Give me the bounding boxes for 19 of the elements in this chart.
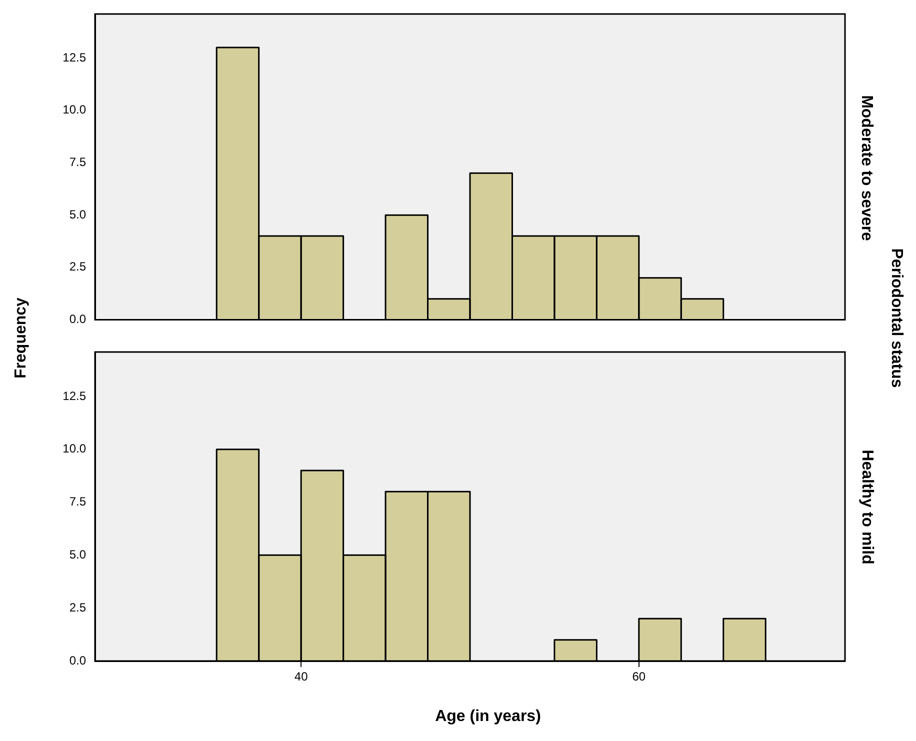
y-tick-label: 2.5 <box>69 600 86 614</box>
y-tick-label: 0.0 <box>69 312 86 326</box>
x-tick-label: 60 <box>632 670 646 684</box>
y-tick-label: 7.5 <box>69 155 86 170</box>
y2-axis-title: Moderate to severe <box>856 94 875 240</box>
y-axis-title: Frequency <box>12 298 30 378</box>
y-tick-label: 10.0 <box>62 102 86 117</box>
x-axis-title: Age (in years) <box>434 708 542 726</box>
x-tick-label: 40 <box>294 670 308 684</box>
y-tick-label: 10.0 <box>62 442 86 456</box>
y-tick-label: 5.0 <box>69 547 86 562</box>
y-tick-label: 2.5 <box>69 260 86 274</box>
y-tick-label: 5.0 <box>69 207 86 222</box>
y2-axis-title: Healthy to mild <box>856 449 875 564</box>
y-tick-label: 12.5 <box>62 388 86 403</box>
text: Periodontal status <box>886 248 905 388</box>
y-tick-label: 12.5 <box>62 50 86 64</box>
y-tick-label: 7.5 <box>69 494 86 509</box>
y-tick-label: 0.0 <box>69 653 86 668</box>
